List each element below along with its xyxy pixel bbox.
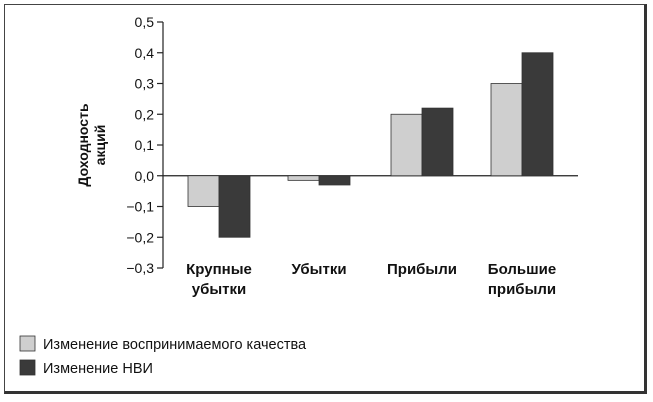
- legend-swatch-1: [19, 359, 36, 376]
- bar-quality-0: [187, 175, 220, 207]
- y-axis-title: Доходность акций: [75, 103, 108, 187]
- y-tick-label: 0,3: [135, 76, 155, 92]
- y-tick-label: 0,4: [135, 45, 155, 61]
- category-label: Убытки: [291, 261, 346, 278]
- bar-nvi-0: [218, 175, 251, 238]
- bar-nvi-2: [421, 107, 454, 177]
- y-tick-label: −0,1: [126, 199, 154, 215]
- category-label: прибыли: [488, 281, 556, 298]
- y-tick-label: −0,3: [126, 260, 154, 276]
- bar-nvi-3: [521, 52, 554, 177]
- legend-label-0: Изменение воспринимаемого качества: [43, 337, 307, 353]
- category-label: Крупные: [186, 261, 252, 278]
- y-axis-title-line: акций: [92, 125, 108, 166]
- y-tick-label: −0,2: [126, 229, 154, 245]
- y-tick-label: 0,0: [135, 168, 155, 184]
- bar-quality-1: [287, 175, 320, 181]
- category-label: убытки: [192, 281, 247, 298]
- legend-swatch-0: [19, 335, 36, 352]
- bar-quality-3: [490, 83, 523, 177]
- y-tick-label: 0,1: [135, 137, 155, 153]
- bar-quality-2: [390, 113, 423, 177]
- bar-nvi-1: [318, 175, 351, 186]
- y-axis-title-line: Доходность: [75, 103, 91, 187]
- category-label: Прибыли: [387, 261, 457, 278]
- y-tick-label: 0,2: [135, 106, 155, 122]
- category-label: Большие: [488, 261, 556, 278]
- legend-label-1: Изменение НВИ: [43, 361, 153, 377]
- y-tick-label: 0,5: [135, 14, 155, 30]
